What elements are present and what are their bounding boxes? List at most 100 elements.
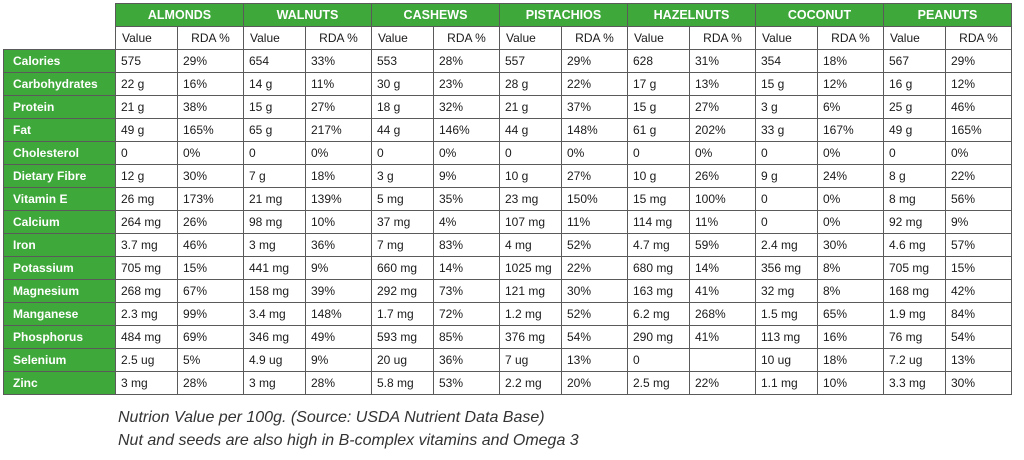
value-cell: 6.2 mg: [627, 302, 690, 326]
value-cell: 98 mg: [243, 210, 306, 234]
rda-cell: 30%: [561, 279, 628, 303]
rda-cell: 67%: [177, 279, 244, 303]
value-cell: 22 g: [115, 72, 178, 96]
rda-cell: 32%: [433, 95, 500, 119]
rda-cell: 9%: [305, 348, 372, 372]
value-cell: 8 g: [883, 164, 946, 188]
value-cell: 158 mg: [243, 279, 306, 303]
value-cell: 0: [499, 141, 562, 165]
value-cell: 10 g: [499, 164, 562, 188]
rda-cell: 39%: [305, 279, 372, 303]
rda-subheader: RDA %: [689, 26, 756, 50]
value-cell: 3.7 mg: [115, 233, 178, 257]
value-cell: 3.3 mg: [883, 371, 946, 395]
footnote-source: Nutrion Value per 100g. (Source: USDA Nu…: [118, 409, 545, 426]
rda-cell: 148%: [305, 302, 372, 326]
value-cell: 44 g: [499, 118, 562, 142]
value-cell: 680 mg: [627, 256, 690, 280]
value-cell: 3 mg: [243, 371, 306, 395]
value-cell: 264 mg: [115, 210, 178, 234]
value-cell: 21 g: [499, 95, 562, 119]
value-cell: 28 g: [499, 72, 562, 96]
value-cell: 1.1 mg: [755, 371, 818, 395]
value-cell: 107 mg: [499, 210, 562, 234]
rda-cell: 69%: [177, 325, 244, 349]
rda-cell: 27%: [305, 95, 372, 119]
rda-cell: 202%: [689, 118, 756, 142]
value-subheader: Value: [883, 26, 946, 50]
rda-cell: 6%: [817, 95, 884, 119]
nutrient-label: Cholesterol: [3, 141, 116, 165]
value-cell: 3 mg: [115, 371, 178, 395]
rda-cell: 59%: [689, 233, 756, 257]
value-cell: 12 g: [115, 164, 178, 188]
rda-cell: 8%: [817, 256, 884, 280]
rda-cell: 54%: [945, 325, 1012, 349]
rda-cell: 57%: [945, 233, 1012, 257]
rda-cell: 15%: [945, 256, 1012, 280]
rda-cell: 148%: [561, 118, 628, 142]
value-cell: 33 g: [755, 118, 818, 142]
table-row: Selenium 2.5 ug 5% 4.9 ug 9% 20 ug 36% 7 ug 13% 0…: [3, 348, 1012, 372]
value-cell: 7 g: [243, 164, 306, 188]
rda-cell: 5%: [177, 348, 244, 372]
table-row: Potassium 705 mg 15% 441 mg 9% 660 mg 14% 1025 …: [3, 256, 1012, 280]
rda-cell: 0%: [433, 141, 500, 165]
rda-cell: 268%: [689, 302, 756, 326]
value-cell: 0: [243, 141, 306, 165]
nutrient-label: Protein: [3, 95, 116, 119]
value-cell: 0: [755, 210, 818, 234]
rda-cell: 10%: [305, 210, 372, 234]
rda-cell: 139%: [305, 187, 372, 211]
value-cell: 15 g: [755, 72, 818, 96]
value-cell: 0: [755, 187, 818, 211]
rda-cell: 13%: [561, 348, 628, 372]
value-cell: 14 g: [243, 72, 306, 96]
value-cell: 21 g: [115, 95, 178, 119]
value-cell: 553: [371, 49, 434, 73]
value-cell: 61 g: [627, 118, 690, 142]
value-cell: 0: [627, 141, 690, 165]
rda-cell: 26%: [689, 164, 756, 188]
value-cell: 2.5 ug: [115, 348, 178, 372]
rda-cell: 18%: [817, 348, 884, 372]
value-cell: 15 g: [627, 95, 690, 119]
subheader-row: Value RDA % Value RDA % Value RDA % Valu…: [3, 26, 1012, 50]
rda-cell: 36%: [433, 348, 500, 372]
value-subheader: Value: [115, 26, 178, 50]
value-cell: 113 mg: [755, 325, 818, 349]
nutrient-label: Manganese: [3, 302, 116, 326]
rda-cell: 29%: [561, 49, 628, 73]
value-cell: 7.2 ug: [883, 348, 946, 372]
value-cell: 37 mg: [371, 210, 434, 234]
rda-cell: 11%: [305, 72, 372, 96]
table-row: Magnesium 268 mg 67% 158 mg 39% 292 mg 73% 121 …: [3, 279, 1012, 303]
value-cell: 9 g: [755, 164, 818, 188]
rda-cell: 22%: [689, 371, 756, 395]
nut-header: HAZELNUTS: [627, 3, 756, 27]
nut-header: WALNUTS: [243, 3, 372, 27]
rda-cell: 146%: [433, 118, 500, 142]
value-cell: 8 mg: [883, 187, 946, 211]
value-cell: 346 mg: [243, 325, 306, 349]
rda-cell: 33%: [305, 49, 372, 73]
value-cell: 7 ug: [499, 348, 562, 372]
value-cell: 356 mg: [755, 256, 818, 280]
rda-cell: 9%: [433, 164, 500, 188]
nut-header: ALMONDS: [115, 3, 244, 27]
value-cell: 32 mg: [755, 279, 818, 303]
nutrient-label: Fat: [3, 118, 116, 142]
rda-cell: 36%: [305, 233, 372, 257]
value-cell: 15 g: [243, 95, 306, 119]
rda-cell: 30%: [177, 164, 244, 188]
rda-cell: 12%: [945, 72, 1012, 96]
table-row: Cholesterol 0 0% 0 0% 0 0% 0 0% 0 0% 0 0% 0 0%: [3, 141, 1012, 165]
value-cell: 17 g: [627, 72, 690, 96]
rda-cell: 83%: [433, 233, 500, 257]
value-cell: 1025 mg: [499, 256, 562, 280]
rda-cell: 53%: [433, 371, 500, 395]
value-cell: 705 mg: [115, 256, 178, 280]
value-cell: 121 mg: [499, 279, 562, 303]
rda-cell: 73%: [433, 279, 500, 303]
nutrient-label: Selenium: [3, 348, 116, 372]
